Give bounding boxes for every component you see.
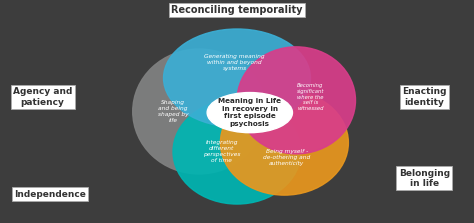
Text: Reconciling temporality: Reconciling temporality [171,5,303,15]
Text: Independence: Independence [14,190,86,198]
Ellipse shape [207,93,292,133]
Text: Becoming
significant
where the
self is
witnessed: Becoming significant where the self is w… [297,83,324,111]
Ellipse shape [164,29,310,127]
Text: Generating meaning
within and beyond
systems: Generating meaning within and beyond sys… [204,54,265,71]
Ellipse shape [237,47,356,154]
Ellipse shape [133,49,265,174]
Text: Shaping
and being
shaped by
life: Shaping and being shaped by life [158,100,188,123]
Ellipse shape [220,90,348,195]
Ellipse shape [173,99,301,204]
Text: Enacting
identity: Enacting identity [402,87,447,107]
Text: Being myself -
de-othering and
authenticity: Being myself - de-othering and authentic… [263,149,310,165]
Text: Belonging
in life: Belonging in life [399,169,450,188]
Text: Meaning in Life
in recovery in
first episode
psychosis: Meaning in Life in recovery in first epi… [219,98,281,127]
Text: Agency and
patiency: Agency and patiency [13,87,73,107]
Text: Integrating
different
perspectives
of time: Integrating different perspectives of ti… [203,140,240,163]
